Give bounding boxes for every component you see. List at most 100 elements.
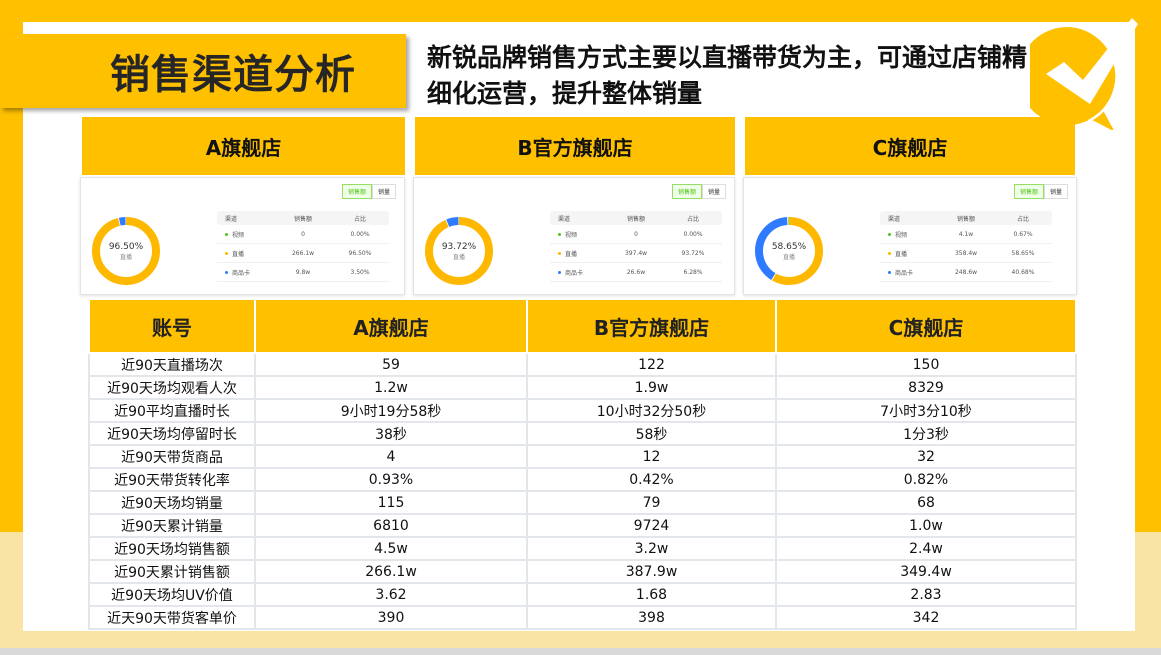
table-cell: 7小时3分10秒: [775, 398, 1077, 423]
table-cell: 12: [526, 444, 777, 469]
legend-dot: [225, 270, 228, 274]
table-cell: 10小时32分50秒: [526, 398, 777, 423]
legend-dot: [888, 232, 891, 236]
table-cell: 3.2w: [526, 536, 777, 561]
table-row: 近90天累计销售额 266.1w 387.9w 349.4w: [88, 559, 1077, 584]
table-cell: 32: [775, 444, 1077, 469]
table-cell: 9724: [526, 513, 777, 538]
table-cell: 4.5w: [254, 536, 528, 561]
table-cell: 349.4w: [775, 559, 1077, 584]
metric-label: 近90天累计销售额: [88, 559, 256, 584]
channel-row: 直播 397.4w 93.72%: [550, 244, 722, 263]
store-header: B官方旗舰店: [415, 117, 735, 175]
channel-mini-table: 渠道 销售额 占比 视频 4.1w 0.67% 直播 358.4w 58.65% 商品卡 248.…: [880, 211, 1052, 282]
toggle-sales-amount[interactable]: 销售额: [341, 184, 372, 199]
legend-dot: [225, 251, 228, 255]
store-header: A旗舰店: [82, 117, 405, 175]
donut-value: 93.72%: [441, 241, 477, 252]
channel-donut: [92, 217, 160, 285]
metric-label: 近90天场均UV价值: [88, 582, 256, 607]
legend-dot: [888, 270, 891, 274]
donut-label: 直播: [452, 253, 465, 261]
channel-panel: 销售额 销量 96.50% 直播 渠道 销售额 占比 视频 0 0.00% 直播 266.1w 9…: [80, 177, 405, 295]
table-cell: 1.0w: [775, 513, 1077, 538]
metric-label: 近90平均直播时长: [88, 398, 256, 423]
table-cell: 0.42%: [526, 467, 777, 492]
table-cell: 68: [775, 490, 1077, 515]
legend-dot: [558, 232, 561, 236]
channel-panel: 销售额 销量 93.72% 直播 渠道 销售额 占比 视频 0 0.00% 直播 397.4w 9…: [413, 177, 735, 295]
channel-row: 直播 266.1w 96.50%: [217, 244, 389, 263]
metric-label: 近90天累计销量: [88, 513, 256, 538]
bottom-edge: [0, 648, 1161, 655]
toggle-sales-volume[interactable]: 销量: [1043, 184, 1068, 199]
page-title: 销售渠道分析: [110, 52, 356, 98]
table-row: 近90天场均停留时长 38秒 58秒 1分3秒: [88, 421, 1077, 446]
metric-label: 近90天场均销量: [88, 490, 256, 515]
donut-value: 96.50%: [108, 241, 144, 252]
donut-label: 直播: [782, 253, 795, 261]
donut-segment-直播: [92, 217, 160, 285]
table-row: 近天90天带货客单价 390 398 342: [88, 605, 1077, 630]
metric-label: 近90天场均销售额: [88, 536, 256, 561]
table-cell: 122: [526, 352, 777, 377]
metric-label: 近90天带货商品: [88, 444, 256, 469]
metric-label: 近90天直播场次: [88, 352, 256, 377]
metric-label: 近90天场均停留时长: [88, 421, 256, 446]
table-cell: 0.82%: [775, 467, 1077, 492]
column-header: B官方旗舰店: [526, 298, 777, 354]
table-cell: 0.93%: [254, 467, 528, 492]
channel-row: 商品卡 26.6w 6.28%: [550, 263, 722, 282]
table-cell: 9小时19分58秒: [254, 398, 528, 423]
channel-row: 视频 0 0.00%: [217, 225, 389, 244]
table-cell: 398: [526, 605, 777, 630]
table-row: 近90平均直播时长 9小时19分58秒 10小时32分50秒 7小时3分10秒: [88, 398, 1077, 423]
donut-segment-直播: [755, 217, 823, 285]
table-cell: 1.9w: [526, 375, 777, 400]
table-cell: 342: [775, 605, 1077, 630]
toggle-sales-volume[interactable]: 销量: [371, 184, 396, 199]
table-cell: 1.2w: [254, 375, 528, 400]
table-cell: 1分3秒: [775, 421, 1077, 446]
table-row: 近90天场均观看人次 1.2w 1.9w 8329: [88, 375, 1077, 400]
table-cell: 390: [254, 605, 528, 630]
table-cell: 2.4w: [775, 536, 1077, 561]
metric-toggle[interactable]: 销售额 销量: [1013, 184, 1068, 199]
table-cell: 150: [775, 352, 1077, 377]
column-header: 账号: [88, 298, 256, 354]
toggle-sales-amount[interactable]: 销售额: [1013, 184, 1044, 199]
toggle-sales-volume[interactable]: 销量: [701, 184, 726, 199]
table-cell: 3.62: [254, 582, 528, 607]
table-cell: 58秒: [526, 421, 777, 446]
donut-segment-商品卡: [755, 217, 823, 285]
table-row: 近90天带货转化率 0.93% 0.42% 0.82%: [88, 467, 1077, 492]
channel-donut: [755, 217, 823, 285]
legend-dot: [888, 251, 891, 255]
channel-mini-table: 渠道 销售额 占比 视频 0 0.00% 直播 397.4w 93.72% 商品卡 26.6w 6.…: [550, 211, 722, 282]
table-cell: 387.9w: [526, 559, 777, 584]
table-cell: 38秒: [254, 421, 528, 446]
column-header: C旗舰店: [775, 298, 1077, 354]
metric-toggle[interactable]: 销售额 销量: [671, 184, 726, 199]
donut-value: 58.65%: [771, 241, 807, 252]
metric-label: 近90天场均观看人次: [88, 375, 256, 400]
table-row: 近90天带货商品 4 12 32: [88, 444, 1077, 469]
metric-toggle[interactable]: 销售额 销量: [341, 184, 396, 199]
toggle-sales-amount[interactable]: 销售额: [671, 184, 702, 199]
store-header: C旗舰店: [745, 117, 1075, 175]
table-row: 近90天场均UV价值 3.62 1.68 2.83: [88, 582, 1077, 607]
table-row: 近90天场均销量 115 79 68: [88, 490, 1077, 515]
table-row: 近90天场均销售额 4.5w 3.2w 2.4w: [88, 536, 1077, 561]
metric-label: 近90天带货转化率: [88, 467, 256, 492]
comparison-table: 账号 A旗舰店 B官方旗舰店 C旗舰店 近90天直播场次 59 122 150 近90天场均观…: [88, 298, 1077, 630]
table-cell: 266.1w: [254, 559, 528, 584]
channel-row: 商品卡 248.6w 40.68%: [880, 263, 1052, 282]
channel-mini-table: 渠道 销售额 占比 视频 0 0.00% 直播 266.1w 96.50% 商品卡 9.8w 3.5…: [217, 211, 389, 282]
title-banner: 销售渠道分析: [0, 34, 406, 108]
legend-dot: [225, 232, 228, 236]
table-cell: 1.68: [526, 582, 777, 607]
table-cell: 4: [254, 444, 528, 469]
channel-row: 商品卡 9.8w 3.50%: [217, 263, 389, 282]
table-cell: 8329: [775, 375, 1077, 400]
donut-label: 直播: [119, 253, 132, 261]
